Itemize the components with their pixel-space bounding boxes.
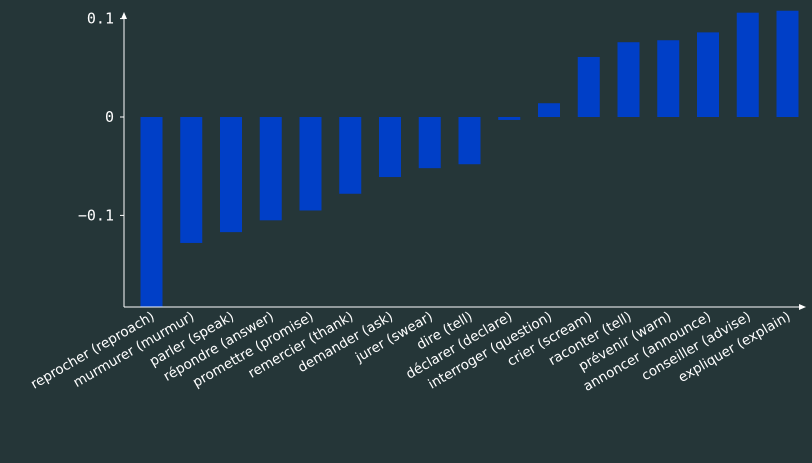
bar xyxy=(339,117,362,194)
bar xyxy=(577,56,600,117)
x-labels-group: reprocher (reproach)murmurer (murmur)par… xyxy=(28,309,793,395)
bar xyxy=(418,117,441,169)
bar xyxy=(617,42,640,117)
y-tick-label: 0.1 xyxy=(87,10,114,28)
y-axis-arrow xyxy=(121,12,127,19)
bar xyxy=(220,117,242,233)
axes-group xyxy=(121,12,806,310)
bar xyxy=(379,117,401,178)
y-tick-label: 0 xyxy=(105,108,114,126)
bars-group xyxy=(140,10,799,307)
bar xyxy=(458,117,481,165)
bar xyxy=(299,117,322,211)
x-axis-arrow xyxy=(799,304,806,310)
y-tick-label: −0.1 xyxy=(78,206,114,224)
bar xyxy=(538,103,560,117)
bar xyxy=(736,12,759,118)
bar xyxy=(657,40,680,117)
bar xyxy=(140,117,163,307)
bar xyxy=(697,32,719,117)
bar xyxy=(180,117,203,243)
bar xyxy=(776,10,799,118)
y-ticks-group: −0.1 0 0.1 xyxy=(78,10,124,224)
bar xyxy=(259,117,282,221)
bar xyxy=(498,117,521,120)
